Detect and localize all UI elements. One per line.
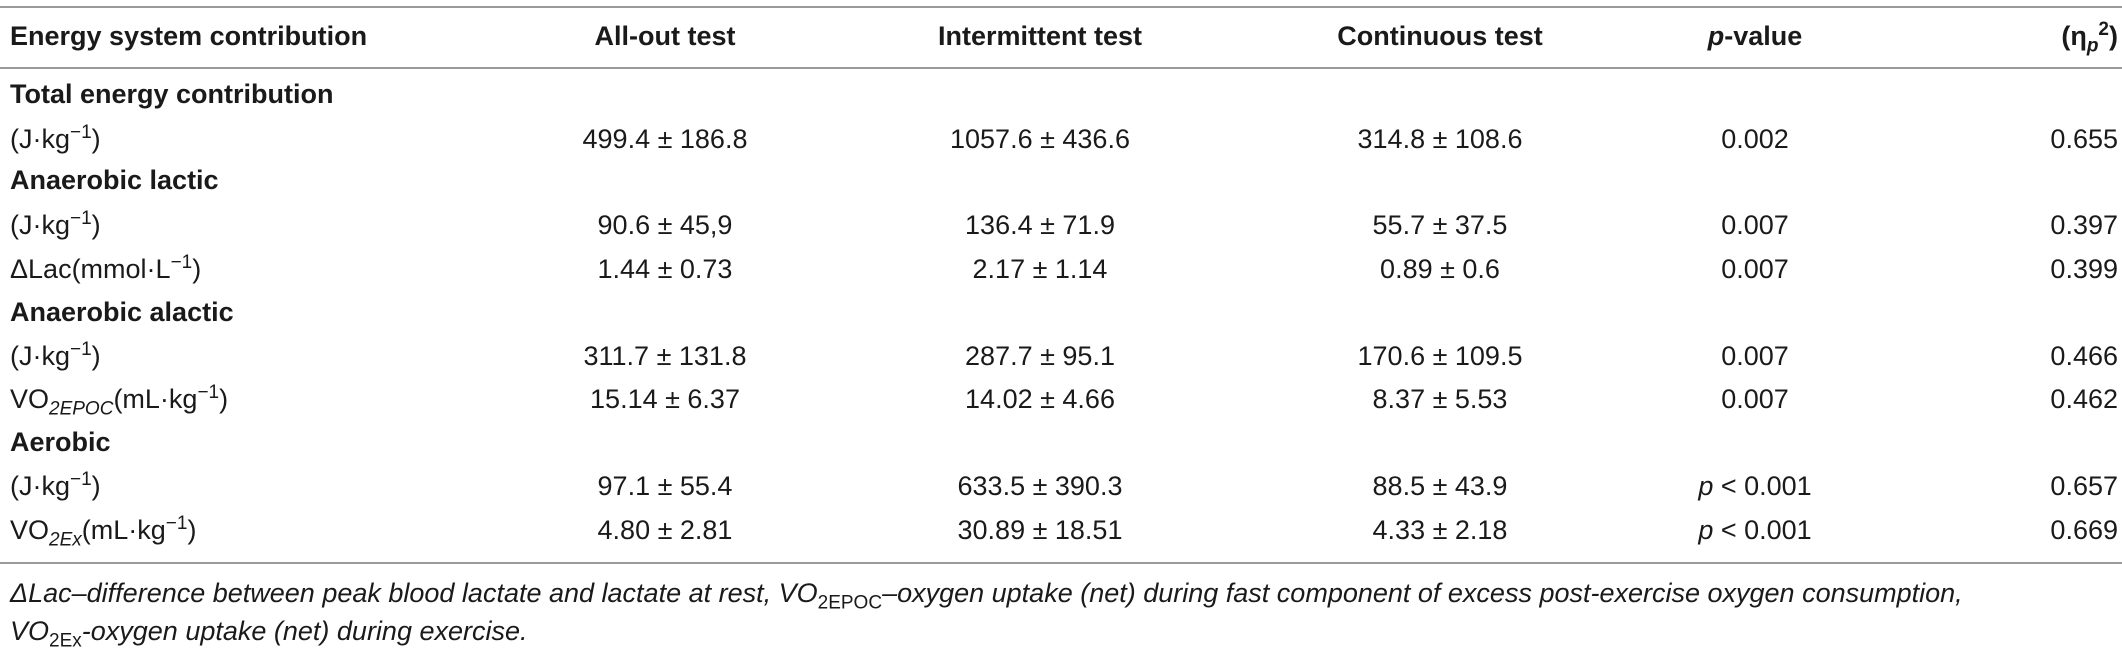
cell-continuous: 8.37 ± 5.53 xyxy=(1372,384,1508,414)
cell-p-value: 0.007 xyxy=(1721,341,1789,371)
cell-all-out: 499.4 ± 186.8 xyxy=(582,124,748,154)
cell-continuous: 314.8 ± 108.6 xyxy=(1357,124,1523,154)
cell-p-value: 0.007 xyxy=(1721,210,1789,240)
section-alactic-label: Anaerobic alactic xyxy=(10,297,234,327)
section-aerobic-label: Aerobic xyxy=(10,427,111,457)
cell-continuous: 55.7 ± 37.5 xyxy=(1372,210,1508,240)
row-label: ΔLac(mmol·L−1) xyxy=(10,252,202,284)
table-row: (J·kg−1) 499.4 ± 186.8 1057.6 ± 436.6 31… xyxy=(0,117,2122,161)
table-footnote: ΔLac–difference between peak blood lacta… xyxy=(10,574,2110,650)
cell-continuous: 170.6 ± 109.5 xyxy=(1357,341,1523,371)
cell-eta: 0.669 xyxy=(2050,515,2118,545)
cell-all-out: 15.14 ± 6.37 xyxy=(590,384,740,414)
table-top-rule xyxy=(0,6,2122,8)
section-lactic-label: Anaerobic lactic xyxy=(10,165,219,195)
cell-intermittent: 30.89 ± 18.51 xyxy=(957,515,1123,545)
table-header-rule xyxy=(0,67,2122,69)
header-p-value: p-value xyxy=(1707,21,1803,51)
cell-p-value: 0.007 xyxy=(1721,384,1789,414)
table-row: (J·kg−1) 90.6 ± 45,9 136.4 ± 71.9 55.7 ±… xyxy=(0,203,2122,247)
cell-intermittent: 14.02 ± 4.66 xyxy=(965,384,1115,414)
section-row: Anaerobic lactic xyxy=(0,158,2122,202)
row-label: (J·kg−1) xyxy=(10,339,101,371)
header-intermittent: Intermittent test xyxy=(937,21,1143,51)
table-bottom-rule xyxy=(0,562,2122,564)
cell-continuous: 0.89 ± 0.6 xyxy=(1380,254,1500,284)
header-energy-system: Energy system contribution xyxy=(10,21,368,51)
cell-eta: 0.462 xyxy=(2050,384,2118,414)
p-italic: p xyxy=(1698,471,1714,501)
section-row: Total energy contribution xyxy=(0,72,2122,116)
table-row: (J·kg−1) 311.7 ± 131.8 287.7 ± 95.1 170.… xyxy=(0,334,2122,378)
cell-p-value: p < 0.001 xyxy=(1698,515,1812,545)
section-row: Aerobic xyxy=(0,420,2122,464)
cell-intermittent: 1057.6 ± 436.6 xyxy=(950,124,1130,154)
cell-p-value: p < 0.001 xyxy=(1698,471,1812,501)
cell-p-value: 0.002 xyxy=(1721,124,1789,154)
cell-all-out: 4.80 ± 2.81 xyxy=(597,515,733,545)
table-row: VO2Ex(mL·kg−1) 4.80 ± 2.81 30.89 ± 18.51… xyxy=(0,508,2122,552)
table-header-row: Energy system contribution All-out test … xyxy=(0,14,2122,58)
section-row: Anaerobic alactic xyxy=(0,290,2122,334)
header-continuous: Continuous test xyxy=(1337,21,1543,51)
cell-intermittent: 2.17 ± 1.14 xyxy=(972,254,1108,284)
cell-all-out: 311.7 ± 131.8 xyxy=(583,341,747,371)
row-label: (J·kg−1) xyxy=(10,208,101,240)
cell-all-out: 90.6 ± 45,9 xyxy=(597,210,733,240)
cell-eta: 0.397 xyxy=(2050,210,2118,240)
cell-all-out: 1.44 ± 0.73 xyxy=(597,254,733,284)
row-label: (J·kg−1) xyxy=(10,469,101,501)
row-label: VO2EPOC(mL·kg−1) xyxy=(10,382,229,420)
row-label: VO2Ex(mL·kg−1) xyxy=(10,513,197,551)
cell-intermittent: 633.5 ± 390.3 xyxy=(957,471,1123,501)
cell-continuous: 88.5 ± 43.9 xyxy=(1372,471,1508,501)
p-italic: p xyxy=(1698,515,1714,545)
cell-eta: 0.655 xyxy=(2050,124,2118,154)
footnote-line-1: ΔLac–difference between peak blood lacta… xyxy=(10,578,1963,614)
cell-continuous: 4.33 ± 2.18 xyxy=(1372,515,1508,545)
table-row: ΔLac(mmol·L−1) 1.44 ± 0.73 2.17 ± 1.14 0… xyxy=(0,247,2122,291)
cell-intermittent: 287.7 ± 95.1 xyxy=(965,341,1115,371)
section-total-label: Total energy contribution xyxy=(10,79,334,109)
header-eta: (ηp2) xyxy=(2061,19,2118,57)
cell-p-value: 0.007 xyxy=(1721,254,1789,284)
cell-eta: 0.466 xyxy=(2050,341,2118,371)
table-row: VO2EPOC(mL·kg−1) 15.14 ± 6.37 14.02 ± 4.… xyxy=(0,377,2122,421)
cell-eta: 0.657 xyxy=(2050,471,2118,501)
footnote-line-2: VO2Ex-oxygen uptake (net) during exercis… xyxy=(10,616,528,651)
cell-eta: 0.399 xyxy=(2050,254,2118,284)
header-all-out: All-out test xyxy=(594,21,736,51)
cell-intermittent: 136.4 ± 71.9 xyxy=(965,210,1115,240)
cell-all-out: 97.1 ± 55.4 xyxy=(597,471,733,501)
table-row: (J·kg−1) 97.1 ± 55.4 633.5 ± 390.3 88.5 … xyxy=(0,464,2122,508)
row-label: (J·kg−1) xyxy=(10,122,101,154)
